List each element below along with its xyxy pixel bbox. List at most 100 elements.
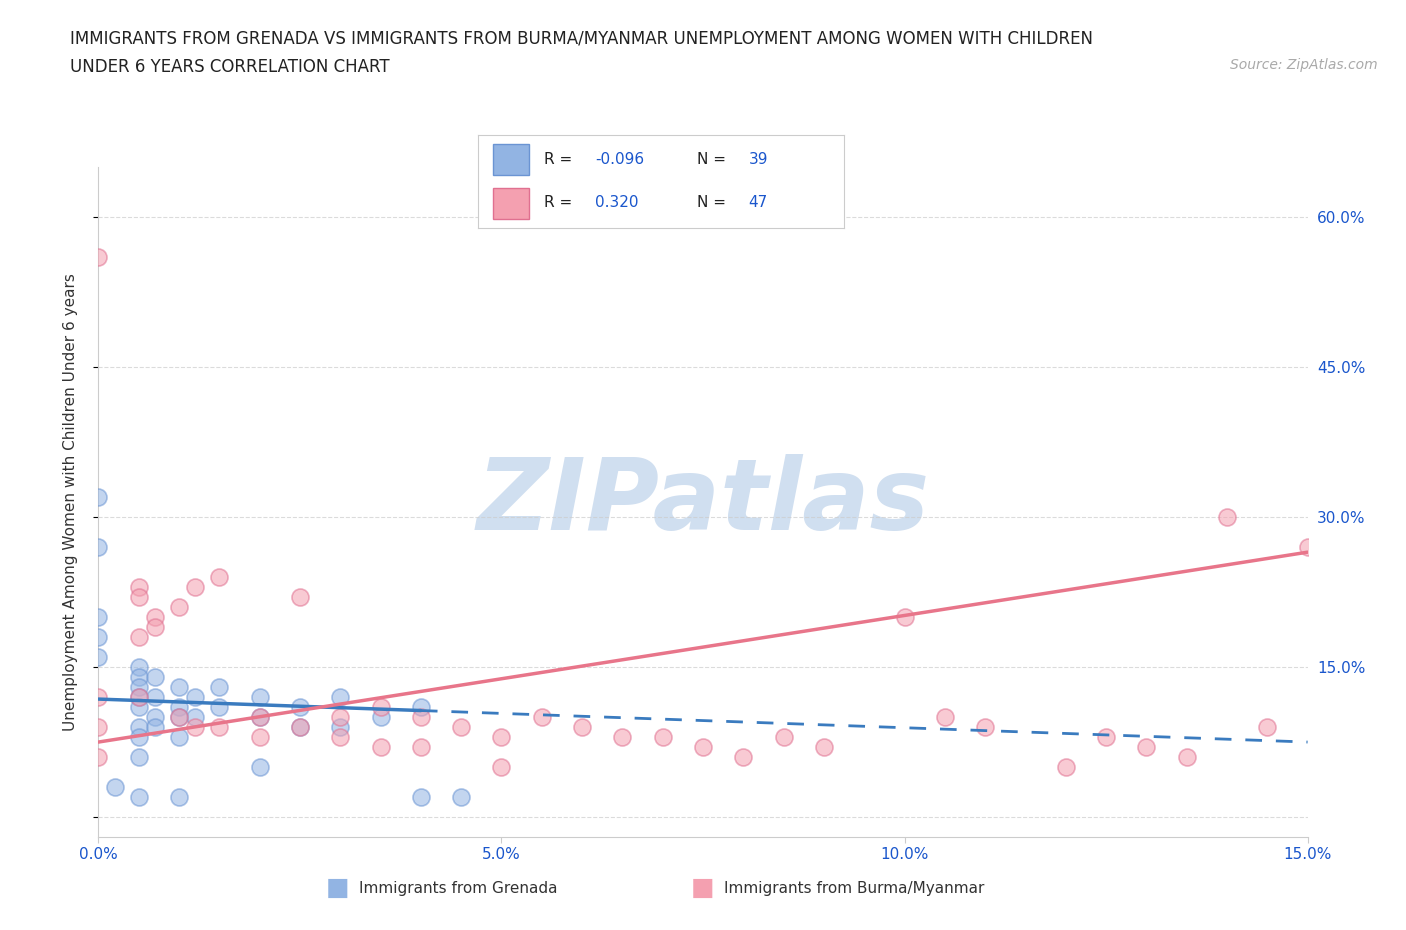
Point <box>370 710 392 724</box>
Point <box>893 610 915 625</box>
Point <box>1135 739 1157 754</box>
FancyBboxPatch shape <box>492 188 529 219</box>
Point <box>208 699 231 714</box>
Point <box>143 720 166 735</box>
Point <box>530 710 553 724</box>
Point <box>184 579 207 594</box>
Point <box>87 610 110 625</box>
Point <box>167 699 190 714</box>
Point <box>143 619 166 634</box>
Point <box>87 750 110 764</box>
Point <box>571 720 593 735</box>
Text: 39: 39 <box>748 152 768 166</box>
Point <box>288 720 311 735</box>
Point <box>103 779 125 794</box>
Point <box>612 730 634 745</box>
Point <box>87 539 110 554</box>
Point <box>1256 720 1278 735</box>
Point <box>87 690 110 705</box>
Point <box>143 610 166 625</box>
Point <box>128 579 150 594</box>
Point <box>143 710 166 724</box>
Point <box>208 570 231 585</box>
Point <box>128 590 150 604</box>
Text: -0.096: -0.096 <box>595 152 644 166</box>
Text: N =: N = <box>697 195 731 210</box>
Text: Immigrants from Grenada: Immigrants from Grenada <box>359 881 557 896</box>
Text: UNDER 6 YEARS CORRELATION CHART: UNDER 6 YEARS CORRELATION CHART <box>70 58 389 75</box>
Text: IMMIGRANTS FROM GRENADA VS IMMIGRANTS FROM BURMA/MYANMAR UNEMPLOYMENT AMONG WOME: IMMIGRANTS FROM GRENADA VS IMMIGRANTS FR… <box>70 30 1094 47</box>
Point <box>167 710 190 724</box>
Point <box>813 739 835 754</box>
Point <box>409 699 432 714</box>
Point <box>167 600 190 615</box>
FancyBboxPatch shape <box>492 144 529 175</box>
Point <box>167 730 190 745</box>
Point <box>143 670 166 684</box>
Point <box>128 699 150 714</box>
Point <box>249 710 271 724</box>
Point <box>733 750 755 764</box>
Text: R =: R = <box>544 195 576 210</box>
Point <box>288 699 311 714</box>
Point <box>409 739 432 754</box>
Point <box>974 720 997 735</box>
Text: 47: 47 <box>748 195 768 210</box>
Point <box>128 659 150 674</box>
Point <box>329 710 352 724</box>
Point <box>249 730 271 745</box>
Point <box>491 730 513 745</box>
Text: Immigrants from Burma/Myanmar: Immigrants from Burma/Myanmar <box>724 881 984 896</box>
Text: Source: ZipAtlas.com: Source: ZipAtlas.com <box>1230 58 1378 72</box>
Point <box>128 630 150 644</box>
Point <box>249 690 271 705</box>
Point <box>1175 750 1198 764</box>
Point <box>167 680 190 695</box>
Point <box>450 790 472 804</box>
Text: ■: ■ <box>692 876 714 900</box>
Text: ■: ■ <box>326 876 349 900</box>
Point <box>1296 539 1319 554</box>
Point <box>87 650 110 665</box>
Point <box>128 730 150 745</box>
Point <box>128 720 150 735</box>
Point <box>128 680 150 695</box>
Text: N =: N = <box>697 152 731 166</box>
Text: ZIPatlas: ZIPatlas <box>477 454 929 551</box>
Point <box>288 590 311 604</box>
Point <box>128 670 150 684</box>
Point <box>184 690 207 705</box>
Point <box>409 790 432 804</box>
Point <box>128 690 150 705</box>
Point <box>87 720 110 735</box>
Point <box>329 690 352 705</box>
Point <box>651 730 673 745</box>
Point <box>87 630 110 644</box>
Point <box>329 730 352 745</box>
Point <box>128 750 150 764</box>
Point <box>167 790 190 804</box>
Point <box>370 699 392 714</box>
Point <box>288 720 311 735</box>
Point <box>128 790 150 804</box>
Point <box>143 690 166 705</box>
Point <box>450 720 472 735</box>
Point <box>692 739 714 754</box>
Point <box>772 730 794 745</box>
Point <box>208 680 231 695</box>
Point <box>370 739 392 754</box>
Text: 0.320: 0.320 <box>595 195 638 210</box>
Point <box>184 720 207 735</box>
Point <box>409 710 432 724</box>
Point <box>1095 730 1118 745</box>
Point <box>249 760 271 775</box>
Point <box>167 710 190 724</box>
Point <box>87 250 110 265</box>
Point <box>249 710 271 724</box>
Point <box>87 490 110 505</box>
Point <box>1054 760 1077 775</box>
Y-axis label: Unemployment Among Women with Children Under 6 years: Unemployment Among Women with Children U… <box>63 273 77 731</box>
Point <box>491 760 513 775</box>
Point <box>329 720 352 735</box>
Point <box>128 690 150 705</box>
